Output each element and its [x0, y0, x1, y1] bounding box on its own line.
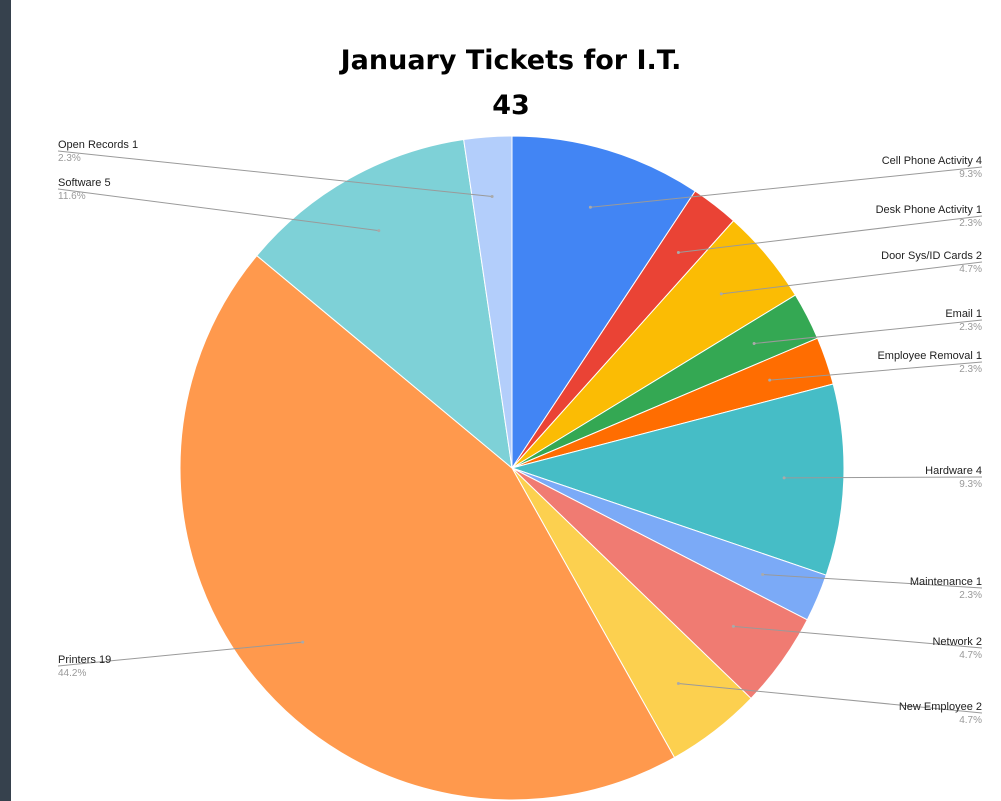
slice-percent-desk-phone-activity: 2.3% [959, 218, 982, 229]
slice-label-email: Email 1 [945, 308, 982, 320]
slice-percent-software: 11.6% [58, 191, 86, 202]
slice-printers [179, 254, 676, 801]
leader-line-software [57, 188, 379, 232]
leader-line-maintenance [762, 574, 983, 589]
pie-chart: January Tickets for I.T. 43 Cell Phone A… [57, 45, 983, 801]
slice-percent-employee-removal: 2.3% [959, 364, 982, 375]
leader-dot-cell-phone-activity [588, 205, 592, 209]
slice-percent-open-records: 2.3% [58, 153, 81, 164]
leader-line-cell-phone-activity [590, 166, 983, 208]
slice-label-maintenance: Maintenance 1 [910, 576, 982, 588]
slice-percent-door-sys-id-cards: 4.7% [959, 264, 982, 275]
leader-dot-software [377, 229, 381, 233]
leader-dot-employee-removal [768, 378, 772, 382]
slice-label-printers: Printers 19 [58, 654, 111, 666]
slice-label-hardware: Hardware 4 [925, 465, 982, 477]
slice-percent-hardware: 9.3% [959, 479, 982, 490]
slice-percent-cell-phone-activity: 9.3% [959, 169, 982, 180]
leader-line-door-sys-id-cards [721, 261, 983, 295]
slice-label-employee-removal: Employee Removal 1 [877, 350, 982, 362]
leader-dot-hardware [782, 476, 786, 480]
leader-dot-desk-phone-activity [676, 251, 680, 254]
slice-label-door-sys-id-cards: Door Sys/ID Cards 2 [881, 250, 982, 262]
slice-open-records [463, 135, 513, 469]
leader-dot-printers [301, 640, 305, 644]
chart-frame: January Tickets for I.T. 43 Cell Phone A… [11, 0, 1001, 801]
slice-software [256, 138, 513, 470]
slice-cell-phone-activity [511, 135, 696, 470]
leader-dot-network [731, 624, 735, 628]
leader-dot-door-sys-id-cards [719, 292, 723, 296]
leader-line-network [733, 625, 983, 649]
leader-line-desk-phone-activity [678, 215, 983, 253]
slice-label-desk-phone-activity: Desk Phone Activity 1 [876, 204, 982, 216]
leader-line-open-records [57, 150, 493, 197]
slice-percent-email: 2.3% [959, 322, 982, 333]
slice-hardware [510, 383, 845, 576]
pie-slices [179, 135, 845, 801]
slice-label-new-employee: New Employee 2 [899, 701, 982, 713]
leader-dot-maintenance [761, 573, 765, 576]
leader-line-hardware [784, 476, 983, 479]
leader-line-employee-removal [769, 361, 983, 381]
leader-line-new-employee [678, 683, 983, 714]
pie-labels: Cell Phone Activity 4 9.3% Desk Phone Acti… [57, 139, 983, 726]
slice-percent-new-employee: 4.7% [959, 715, 982, 726]
chart-title: January Tickets for I.T. [339, 45, 682, 76]
leader-dot-open-records [490, 195, 494, 198]
slice-label-network: Network 2 [932, 636, 982, 648]
slice-label-software: Software 5 [58, 177, 111, 189]
slice-label-cell-phone-activity: Cell Phone Activity 4 [882, 155, 982, 167]
leader-dot-new-employee [676, 682, 680, 685]
slice-label-open-records: Open Records 1 [58, 139, 138, 151]
leader-dot-email [752, 342, 756, 345]
leader-line-email [754, 319, 983, 344]
chart-subtitle: 43 [492, 90, 530, 121]
slice-percent-network: 4.7% [959, 650, 982, 661]
leader-line-printers [57, 641, 303, 667]
slice-percent-printers: 44.2% [58, 668, 86, 679]
slice-percent-maintenance: 2.3% [959, 590, 982, 601]
